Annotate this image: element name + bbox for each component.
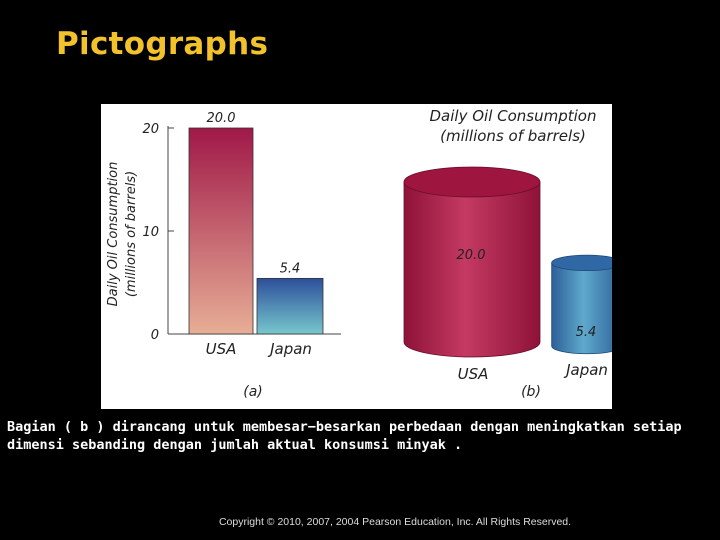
y-axis-label-line2: (millions of barrels) <box>124 171 139 297</box>
pictograph-b: Daily Oil Consumption (millions of barre… <box>403 107 612 400</box>
y-tick-label-0: 0 <box>151 328 159 343</box>
panel-label-b: (b) <box>521 384 541 400</box>
cylinder-japan-body <box>551 262 612 355</box>
figure-panel: Daily Oil Consumption (millions of barre… <box>101 104 612 409</box>
chart-canvas: Daily Oil Consumption (millions of barre… <box>106 107 612 400</box>
y-tick-label-20: 20 <box>142 122 159 137</box>
cylinder-usa-top <box>403 166 541 198</box>
pictograph-title-line2: (millions of barrels) <box>440 127 586 145</box>
cylinder-japan-top <box>551 254 612 272</box>
cylinder-usa <box>403 166 541 358</box>
panel-label-a: (a) <box>243 384 263 400</box>
category-label-japan: Japan <box>267 340 312 358</box>
pictograph-title-line1: Daily Oil Consumption <box>430 107 597 125</box>
bar-usa <box>188 127 254 335</box>
cylinder-label-usa: 20.0 <box>457 248 486 263</box>
y-axis-label-line1: Daily Oil Consumption <box>106 162 121 307</box>
pictograph-category-usa: USA <box>458 365 489 383</box>
bar-label-usa: 20.0 <box>207 111 236 126</box>
slide-caption: Bagian ( b ) dirancang untuk membesar−be… <box>7 419 682 453</box>
cylinder-japan <box>551 254 612 355</box>
bar-japan <box>256 277 324 335</box>
cylinder-label-japan: 5.4 <box>576 325 597 340</box>
cylinder-usa-body <box>403 181 541 358</box>
bar-label-japan: 5.4 <box>280 261 301 276</box>
y-tick-label-10: 10 <box>142 225 159 240</box>
copyright-notice: Copyright © 2010, 2007, 2004 Pearson Edu… <box>218 516 572 528</box>
category-label-usa: USA <box>206 340 237 358</box>
slide-title: Pictographs <box>56 26 269 62</box>
pictograph-category-japan: Japan <box>563 361 608 379</box>
bar-chart-a: Daily Oil Consumption (millions of barre… <box>106 111 341 400</box>
